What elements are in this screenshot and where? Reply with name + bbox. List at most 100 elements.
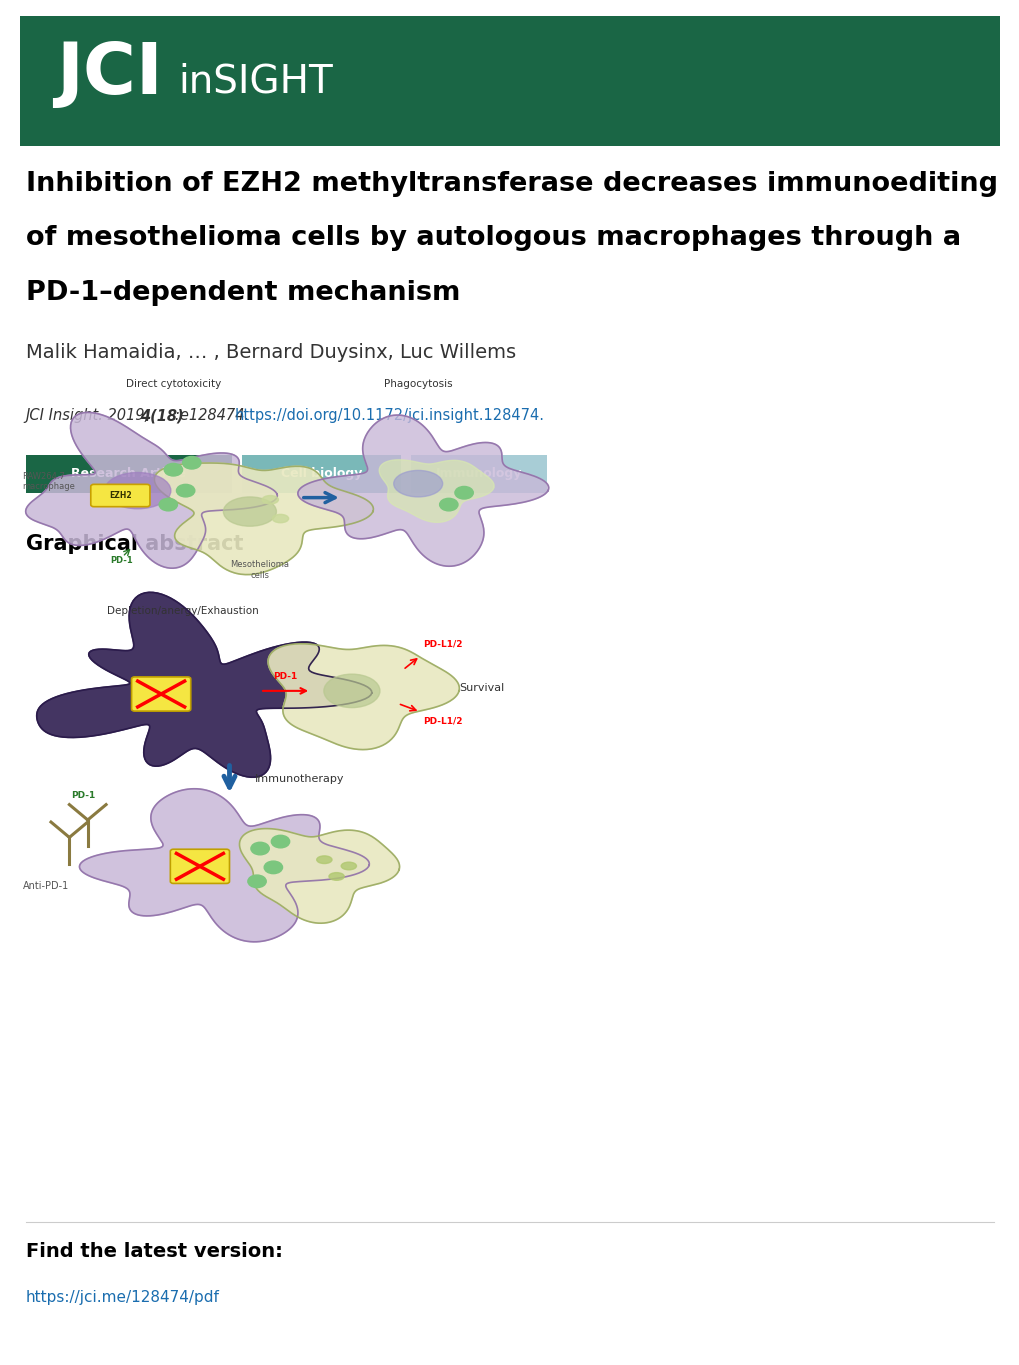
Text: Cell biology: Cell biology: [280, 467, 362, 480]
Bar: [866, 1319, 876, 1328]
Circle shape: [454, 486, 473, 500]
Text: Graphical abstract: Graphical abstract: [25, 534, 243, 554]
Bar: [805, 1328, 815, 1338]
Polygon shape: [268, 644, 459, 749]
Polygon shape: [298, 415, 548, 566]
Bar: [785, 1246, 795, 1256]
Bar: [825, 1267, 836, 1278]
Polygon shape: [37, 592, 372, 777]
Polygon shape: [79, 789, 369, 942]
Text: PD-1: PD-1: [273, 672, 298, 681]
Bar: [805, 1338, 815, 1349]
Text: JCI: JCI: [56, 40, 163, 109]
FancyBboxPatch shape: [242, 455, 400, 493]
Polygon shape: [379, 460, 493, 523]
Polygon shape: [154, 463, 373, 575]
Bar: [815, 1338, 825, 1349]
Bar: [866, 1308, 876, 1319]
Bar: [774, 1338, 785, 1349]
Bar: [805, 1267, 815, 1278]
Text: 4(18): 4(18): [140, 408, 183, 423]
Text: Depletion/anergy/Exhaustion: Depletion/anergy/Exhaustion: [107, 606, 259, 616]
Text: PD-L1/2: PD-L1/2: [423, 640, 463, 648]
Bar: [836, 1319, 846, 1328]
Text: RAW264.7
macrophage: RAW264.7 macrophage: [22, 472, 75, 491]
Bar: [795, 1278, 805, 1287]
Text: Malik Hamaidia, … , Bernard Duysinx, Luc Willems: Malik Hamaidia, … , Bernard Duysinx, Luc…: [25, 343, 516, 362]
Text: :e128474.: :e128474.: [175, 408, 254, 423]
Bar: [805, 1278, 815, 1287]
Text: https://doi.org/10.1172/jci.insight.128474.: https://doi.org/10.1172/jci.insight.1284…: [234, 408, 544, 423]
Bar: [866, 1267, 876, 1278]
Text: PD-1: PD-1: [71, 790, 96, 800]
FancyBboxPatch shape: [411, 455, 546, 493]
Circle shape: [248, 875, 266, 887]
Ellipse shape: [393, 471, 442, 497]
Bar: [774, 1267, 785, 1278]
Ellipse shape: [324, 674, 380, 707]
Text: Direct cytotoxicity: Direct cytotoxicity: [125, 379, 221, 389]
Text: Immunology: Immunology: [435, 467, 522, 480]
Text: Phagocytosis: Phagocytosis: [383, 379, 452, 389]
Text: https://jci.me/128474/pdf: https://jci.me/128474/pdf: [25, 1290, 219, 1305]
Bar: [836, 1308, 846, 1319]
Circle shape: [164, 464, 182, 476]
Bar: [825, 1287, 836, 1297]
Bar: [785, 1328, 795, 1338]
Bar: [836, 1287, 846, 1297]
Bar: [815, 1287, 825, 1297]
Text: Immunotherapy: Immunotherapy: [255, 774, 344, 784]
Bar: [866, 1287, 876, 1297]
Circle shape: [159, 498, 177, 511]
Bar: [866, 1246, 876, 1256]
Text: Anti-PD-1: Anti-PD-1: [22, 882, 68, 891]
Bar: [795, 1267, 805, 1278]
Text: Find the latest version:: Find the latest version:: [25, 1242, 282, 1261]
Text: PD-1–dependent mechanism: PD-1–dependent mechanism: [25, 280, 460, 306]
Ellipse shape: [223, 497, 276, 527]
Bar: [825, 1246, 836, 1256]
Bar: [846, 1319, 856, 1328]
Text: Mesothelioma
cells: Mesothelioma cells: [230, 561, 289, 580]
Bar: [20, 16, 999, 146]
Bar: [836, 1256, 846, 1267]
Circle shape: [251, 842, 269, 854]
Text: Research Article: Research Article: [71, 467, 185, 480]
Bar: [846, 1256, 856, 1267]
Bar: [856, 1287, 866, 1297]
Ellipse shape: [341, 863, 357, 870]
Bar: [785, 1297, 795, 1308]
Bar: [825, 1308, 836, 1319]
Text: PD-L1/2: PD-L1/2: [423, 717, 463, 725]
Bar: [815, 1256, 825, 1267]
Bar: [846, 1267, 856, 1278]
Bar: [805, 1287, 815, 1297]
Bar: [856, 1256, 866, 1267]
Text: inSIGHT: inSIGHT: [178, 63, 333, 100]
Text: Survival: Survival: [459, 682, 503, 693]
Bar: [825, 1297, 836, 1308]
Bar: [795, 1287, 805, 1297]
Bar: [805, 1297, 815, 1308]
Bar: [856, 1308, 866, 1319]
Bar: [815, 1267, 825, 1278]
Polygon shape: [25, 412, 277, 568]
Bar: [836, 1297, 846, 1308]
Bar: [795, 1338, 805, 1349]
Bar: [805, 1319, 815, 1328]
Bar: [856, 1328, 866, 1338]
Bar: [825, 1338, 836, 1349]
FancyBboxPatch shape: [25, 455, 231, 493]
Bar: [856, 1267, 866, 1278]
Text: Inhibition of EZH2 methyltransferase decreases immunoediting: Inhibition of EZH2 methyltransferase dec…: [25, 171, 997, 197]
Ellipse shape: [105, 472, 171, 509]
Ellipse shape: [262, 495, 278, 504]
Bar: [866, 1328, 876, 1338]
Text: PD-1: PD-1: [110, 556, 132, 565]
Circle shape: [176, 485, 195, 497]
Text: EZH2: EZH2: [109, 491, 131, 500]
Ellipse shape: [317, 856, 332, 864]
FancyBboxPatch shape: [91, 485, 150, 506]
Circle shape: [264, 861, 282, 874]
Text: JCI Insight. 2019;: JCI Insight. 2019;: [25, 408, 150, 423]
